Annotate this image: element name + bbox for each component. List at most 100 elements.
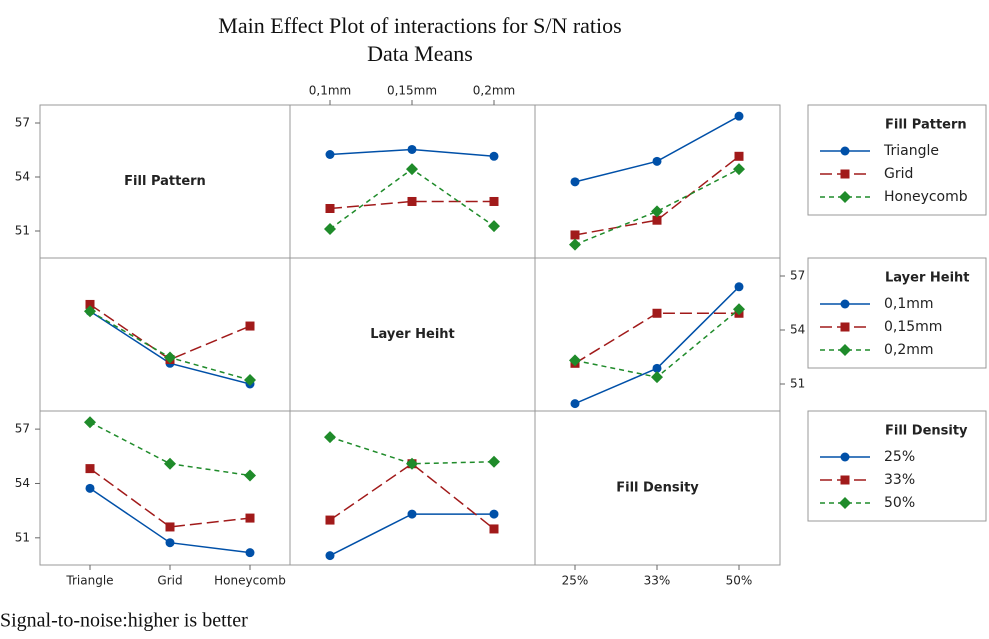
y-tick-label: 51 xyxy=(790,377,805,391)
y-tick-label: 54 xyxy=(790,323,805,337)
series-line xyxy=(329,513,494,557)
marker xyxy=(488,220,500,233)
y-tick-label: 57 xyxy=(15,422,30,436)
y-tick-label: 57 xyxy=(790,269,805,283)
marker xyxy=(734,111,744,121)
series-line xyxy=(89,310,251,381)
x-tick-label: 0,2mm xyxy=(473,84,515,98)
y-tick-label: 54 xyxy=(15,476,30,490)
panel-frame xyxy=(289,104,536,259)
y-tick-label: 57 xyxy=(15,116,30,130)
panel-frame xyxy=(534,257,781,412)
series-line xyxy=(329,462,495,530)
marker xyxy=(165,522,175,532)
legend-title: Layer Heiht xyxy=(885,271,970,286)
marker xyxy=(570,177,580,187)
x-tick-label: 33% xyxy=(644,574,671,588)
marker xyxy=(733,303,745,316)
marker xyxy=(488,455,500,468)
factor-label: Fill Pattern xyxy=(124,174,206,189)
marker xyxy=(733,163,745,176)
factor-label: Layer Heiht xyxy=(370,327,455,342)
legend-label: Triangle xyxy=(883,143,939,159)
series-line xyxy=(89,468,251,528)
marker xyxy=(325,551,335,561)
chart-title: Main Effect Plot of interactions for S/N… xyxy=(218,13,621,38)
marker xyxy=(569,354,581,367)
marker xyxy=(651,371,663,384)
series-line xyxy=(329,436,495,465)
y-tick-label: 51 xyxy=(15,224,30,238)
marker xyxy=(84,416,96,429)
series-line xyxy=(574,115,740,183)
marker xyxy=(840,322,850,332)
marker xyxy=(489,196,499,206)
legend-box xyxy=(807,257,987,369)
series-line xyxy=(574,312,739,364)
legend-label: Grid xyxy=(884,166,913,182)
marker xyxy=(569,238,581,251)
legend-label: 25% xyxy=(884,449,915,465)
x-tick-label: Honeycomb xyxy=(214,574,286,588)
legend-label: Honeycomb xyxy=(884,189,968,205)
marker xyxy=(840,169,850,179)
marker xyxy=(244,469,256,482)
marker xyxy=(839,344,851,356)
marker xyxy=(652,156,662,166)
marker xyxy=(839,191,851,203)
series-line xyxy=(89,310,251,385)
series-line xyxy=(574,155,740,236)
marker xyxy=(840,146,850,156)
marker xyxy=(325,204,335,213)
marker xyxy=(840,299,850,309)
marker xyxy=(570,230,580,240)
x-tick-label: 50% xyxy=(726,574,753,588)
marker xyxy=(245,548,255,558)
series-line xyxy=(89,303,251,361)
legend-label: 0,1mm xyxy=(884,296,934,312)
legend-title: Fill Density xyxy=(885,424,968,439)
marker xyxy=(839,497,851,509)
marker xyxy=(164,351,176,364)
footnote: Signal-to-noise:higher is better xyxy=(0,610,248,632)
series-line xyxy=(329,200,494,210)
series-line xyxy=(574,168,740,246)
panel-frame xyxy=(39,410,291,566)
legend-label: 0,15mm xyxy=(884,319,942,335)
marker xyxy=(85,483,95,493)
marker xyxy=(406,457,418,470)
series-line xyxy=(574,286,740,405)
x-tick-label: Triangle xyxy=(65,574,113,588)
marker xyxy=(489,509,499,519)
marker xyxy=(734,282,744,292)
marker xyxy=(407,509,417,519)
marker xyxy=(84,305,96,318)
panel-frame xyxy=(289,410,536,566)
marker xyxy=(570,399,580,409)
marker xyxy=(164,457,176,470)
legend-label: 33% xyxy=(884,472,915,488)
x-tick-label: 0,15mm xyxy=(387,84,437,98)
marker xyxy=(245,513,255,523)
marker xyxy=(652,308,662,318)
legend-box xyxy=(807,104,987,216)
marker xyxy=(244,374,256,387)
marker xyxy=(652,215,662,225)
marker xyxy=(406,163,418,176)
marker xyxy=(85,299,95,309)
legend-label: 50% xyxy=(884,495,915,511)
marker xyxy=(840,452,850,462)
marker xyxy=(245,321,255,331)
y-tick-label: 51 xyxy=(15,530,30,544)
marker xyxy=(85,464,95,474)
marker xyxy=(734,151,744,161)
x-tick-label: 0,1mm xyxy=(309,84,351,98)
panel-frame xyxy=(39,257,291,412)
marker xyxy=(165,538,175,548)
marker xyxy=(489,151,499,161)
x-tick-label: Grid xyxy=(157,574,182,588)
marker xyxy=(489,524,499,534)
y-tick-label: 54 xyxy=(15,170,30,184)
legend-label: 0,2mm xyxy=(884,342,934,358)
